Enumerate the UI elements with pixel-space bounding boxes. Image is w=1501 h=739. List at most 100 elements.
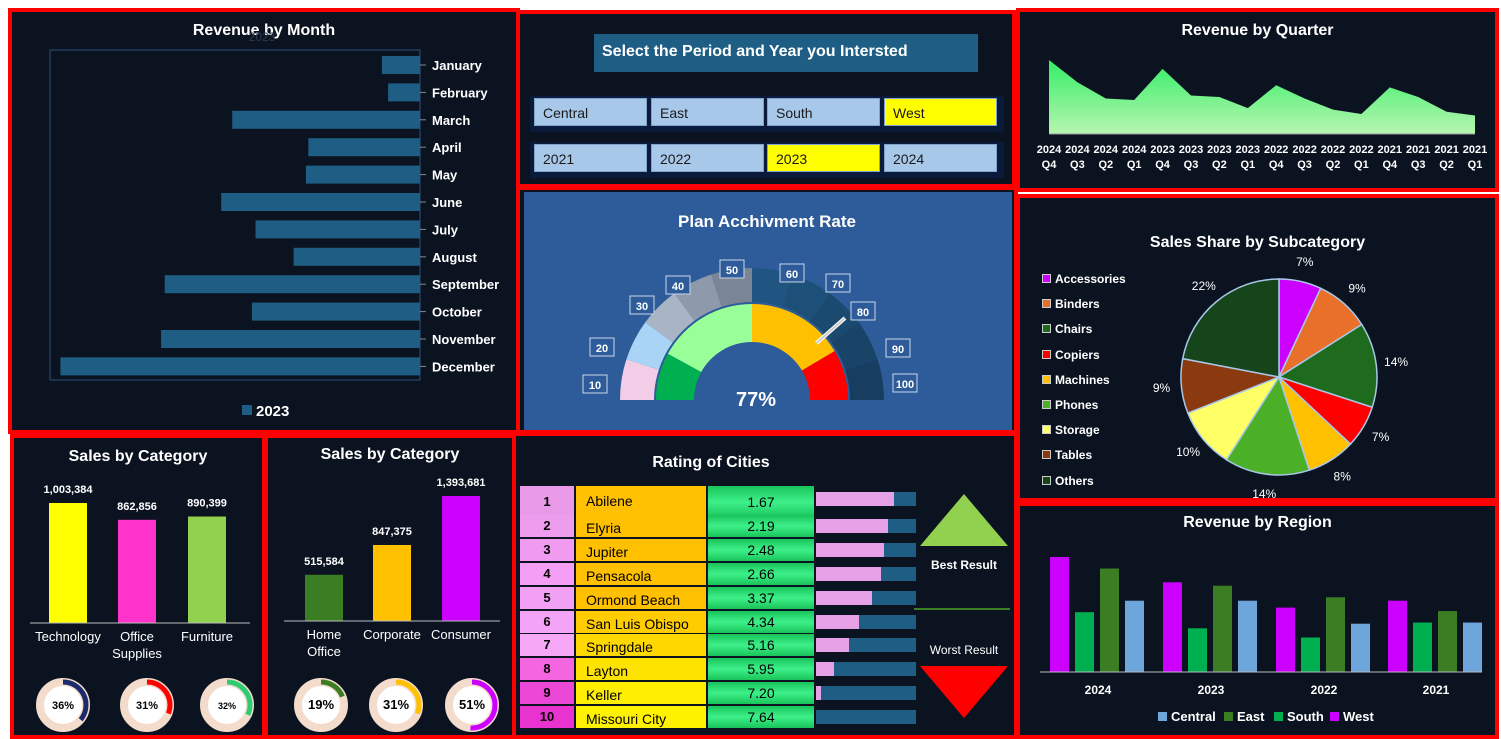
legend-text: Copiers (1055, 347, 1100, 362)
cat1-title: Sales by Category (68, 448, 208, 465)
gauge-outer-segment (782, 274, 830, 321)
quarter-q-label: Q4 (1042, 159, 1058, 171)
donut-progress (201, 679, 253, 731)
gauge-outer-segment (809, 293, 859, 343)
rating-city: Keller (576, 682, 706, 705)
region-button-south[interactable]: South (767, 98, 880, 126)
month-bar-july (255, 220, 420, 239)
region-bar-south-2022 (1301, 637, 1320, 672)
gauge-outer-segment (645, 293, 695, 343)
month-bar-december (60, 357, 421, 376)
gauge-tick-box (629, 295, 655, 315)
revenue-by-quarter-panel: Revenue by Quarter 2024 Q4 2024 Q3 2024 Q2 202… (1016, 8, 1499, 192)
rating-value: 1.67 (708, 486, 814, 518)
region-bar-east-2023 (1213, 585, 1232, 672)
legend-item-copiers: Copiers (1042, 348, 1100, 362)
month-label-may: May (432, 168, 458, 183)
revenue-quarter-chart: 2024 Q4 2024 Q3 2024 Q2 2024 Q1 2023 Q4 2023 Q3 2023… (1037, 60, 1487, 171)
rating-value: 5.16 (708, 634, 814, 657)
plan-achievement-panel: Plan Acchivment Rate 10 20 30 40 50 60 70 80 90 1… (516, 186, 1018, 434)
pie-slice-others (1181, 278, 1280, 378)
rating-rank: 8 (520, 658, 574, 681)
sales-by-category-panel-1: Sales by Category 1,003,384 Technology 862… (10, 434, 266, 739)
pie-pct-label: 14% (1252, 487, 1276, 498)
donut-label: 36% (52, 700, 74, 712)
rating-value: 2.66 (708, 562, 814, 585)
legend-text: Machines (1055, 372, 1110, 387)
month-label-october: October (432, 305, 482, 320)
rating-value: 7.20 (708, 682, 814, 705)
rating-bar-track (816, 518, 916, 533)
legend-swatch (1042, 475, 1051, 485)
region-button-east[interactable]: East (651, 98, 764, 126)
rating-rank: 10 (520, 706, 574, 729)
best-arrow-icon (920, 494, 1008, 546)
gauge-tick-box (885, 338, 911, 358)
rating-value: 2.19 (708, 514, 814, 537)
rating-row: 3 Jupiter 2.48 (520, 538, 920, 561)
pie-pct-label: 7% (1372, 430, 1390, 444)
category-label-corporate: Corporate (363, 627, 421, 642)
category-bar-technology (49, 503, 87, 623)
pie-pct-label: 22% (1192, 279, 1216, 293)
rating-city: Pensacola (576, 562, 706, 585)
year-button-2023[interactable]: 2023 (767, 144, 880, 172)
quarter-year-label: 2022 (1264, 144, 1288, 156)
quarter-year-label: 2023 (1207, 144, 1231, 156)
quarter-q-label: Q2 (1326, 159, 1341, 171)
ghost-year-label: 2023 (249, 30, 276, 44)
legend-swatch (1042, 425, 1051, 435)
region-button-central[interactable]: Central (534, 98, 647, 126)
rating-value: 4.34 (708, 610, 814, 633)
year-button-2022[interactable]: 2022 (651, 144, 764, 172)
region-legend-label-south: South (1287, 709, 1324, 724)
gauge-inner-segment (801, 351, 848, 400)
pie-slice-phones (1225, 375, 1311, 476)
quarter-year-label: 2022 (1321, 144, 1345, 156)
legend-text: Tables (1055, 448, 1093, 463)
legend-item-others: Others (1042, 474, 1094, 488)
legend-item-binders: Binders (1042, 297, 1100, 311)
legend-text: Binders (1055, 297, 1100, 312)
gauge-outer-segment (845, 359, 884, 400)
month-bar-august (293, 247, 420, 266)
quarter-year-label: 2021 (1378, 144, 1402, 156)
worst-arrow-icon (920, 666, 1008, 718)
rating-table: 1 Abilene 1.67 2 Elyria 2.19 3 Jupiter 2.48 4 Pens… (520, 486, 920, 738)
gauge-tick-label: 40 (672, 281, 684, 293)
rating-rank: 7 (520, 634, 574, 657)
rating-bar-track (816, 710, 916, 725)
sales-by-category-panel-2: Sales by Category 515,584 Home Office 847,3… (264, 434, 516, 739)
rating-value: 3.37 (708, 586, 814, 609)
quarter-q-label: Q3 (1070, 159, 1085, 171)
gauge-outer-segment (831, 322, 878, 370)
rating-city: Layton (576, 658, 706, 681)
gauge-tick-label: 20 (596, 343, 608, 355)
year-button-2024[interactable]: 2024 (884, 144, 997, 172)
donut-progress (121, 679, 173, 731)
rating-rank: 3 (520, 538, 574, 561)
legend-text: Accessories (1055, 272, 1126, 286)
quarter-area (1049, 60, 1475, 134)
region-title: Revenue by Region (1183, 514, 1332, 531)
legend-item-accessories: Accessories (1042, 272, 1126, 286)
month-label-june: June (432, 195, 462, 210)
legend-swatch-2023 (242, 405, 252, 415)
rating-bar-track (816, 662, 916, 677)
quarter-year-label: 2023 (1179, 144, 1203, 156)
rating-city: Missouri City (576, 706, 706, 729)
region-legend-swatch-south (1274, 712, 1283, 721)
month-label-november: November (432, 332, 496, 347)
rating-rank: 2 (520, 514, 574, 537)
divider-line (914, 608, 1010, 610)
quarter-q-label: Q4 (1382, 159, 1398, 171)
quarter-year-label: 2023 (1150, 144, 1174, 156)
rating-bar-fill (816, 542, 884, 557)
region-button-west[interactable]: West (884, 98, 997, 126)
quarter-year-label: 2024 (1037, 144, 1062, 156)
rating-row: 6 San Luis Obispo 4.34 (520, 610, 920, 633)
year-button-2021[interactable]: 2021 (534, 144, 647, 172)
rating-bar-fill (816, 492, 894, 506)
rating-row: 5 Ormond Beach 3.37 (520, 586, 920, 609)
rating-city: Elyria (576, 514, 706, 537)
